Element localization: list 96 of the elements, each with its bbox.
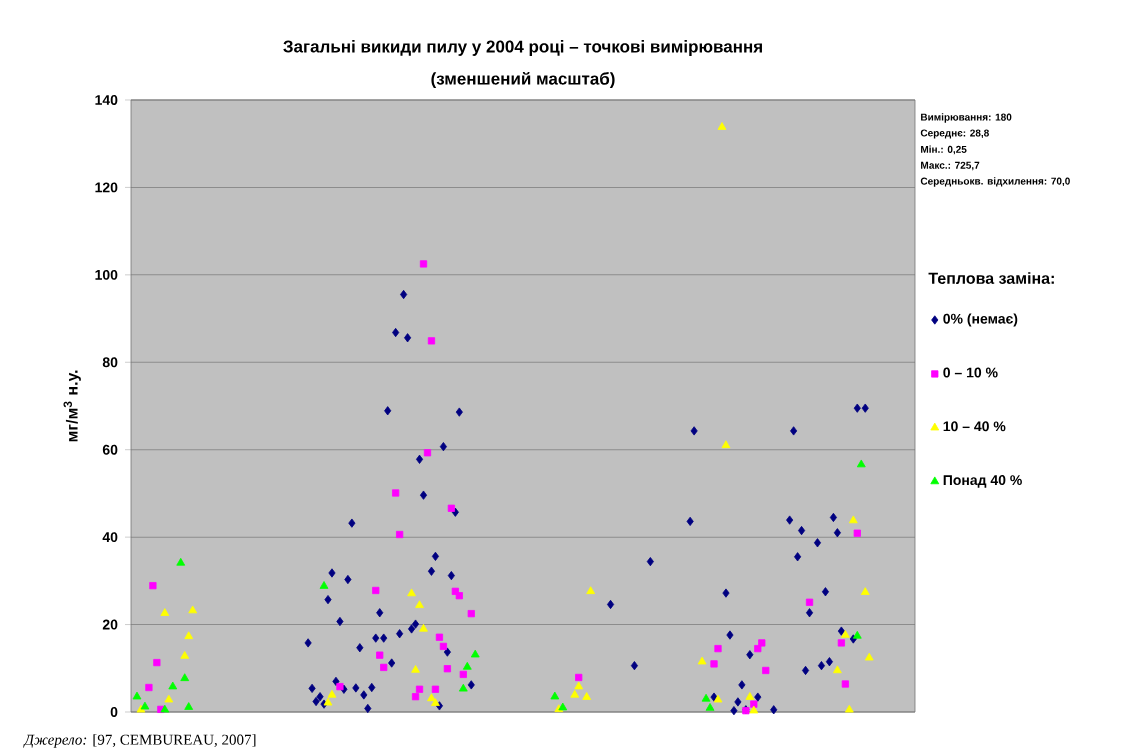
- point: [327, 689, 337, 698]
- point: [864, 652, 874, 661]
- point: [710, 660, 718, 668]
- y-tick-label: 60: [102, 444, 118, 455]
- legend-label: Понад 40 %: [943, 475, 1022, 488]
- point: [140, 701, 150, 710]
- point: [749, 705, 759, 714]
- point: [160, 704, 170, 713]
- point: [184, 631, 194, 640]
- legend-label: 0% (немає): [943, 313, 1018, 327]
- point: [701, 693, 711, 702]
- point: [575, 673, 583, 682]
- point: [180, 673, 190, 682]
- y-tick-label: 100: [95, 269, 118, 280]
- point: [805, 598, 814, 606]
- point: [837, 639, 845, 647]
- point: [745, 692, 755, 700]
- point: [427, 693, 436, 702]
- point: [168, 681, 178, 690]
- point: [336, 683, 344, 691]
- point: [462, 661, 472, 670]
- chart-subtitle: (зменшений масштаб): [431, 71, 615, 89]
- text: Мін.: 0,25: [921, 145, 967, 155]
- y-tick-label: 40: [102, 532, 118, 543]
- y-axis-title: мг/м$^{3}$ н.у.: [63, 370, 81, 442]
- point: [848, 515, 858, 524]
- point: [443, 665, 451, 673]
- point: [153, 658, 161, 667]
- point: [582, 692, 592, 700]
- text: Середнє: 28,8: [920, 129, 989, 139]
- point: [415, 685, 424, 693]
- point: [188, 605, 198, 614]
- legend-label: 10 – 40 %: [943, 421, 1006, 432]
- point: [852, 630, 862, 639]
- point: [762, 666, 770, 675]
- y-tick-label: 120: [95, 182, 118, 193]
- point: [145, 683, 153, 692]
- y-tick-label: 0: [110, 707, 118, 717]
- point: [423, 449, 432, 457]
- point: [407, 588, 416, 597]
- chart-title: Загальні викиди пилу у 2004 році – точкові вимірювання: [283, 40, 762, 56]
- point: [419, 623, 428, 632]
- point: [419, 260, 428, 268]
- point: [550, 691, 560, 700]
- point: [470, 649, 480, 658]
- y-tick-label: 20: [102, 619, 118, 630]
- point: [411, 693, 420, 701]
- point: [132, 691, 142, 700]
- point: [149, 582, 157, 590]
- point: [435, 633, 444, 641]
- point: [754, 645, 762, 653]
- point: [841, 680, 849, 688]
- point: [833, 665, 842, 674]
- legend-title: Теплова заміна:: [928, 272, 1054, 284]
- point: [455, 592, 463, 600]
- point: [392, 489, 400, 497]
- point: [319, 581, 329, 589]
- point: [411, 665, 420, 673]
- text: Середньокв. відхилення: 70,0: [920, 177, 1070, 187]
- point: [184, 702, 194, 710]
- point: [758, 639, 766, 647]
- point: [467, 610, 475, 618]
- point: [459, 670, 467, 678]
- point: [721, 440, 731, 449]
- point: [853, 529, 861, 537]
- point: [180, 651, 190, 659]
- text: Вимірювання: 180: [921, 113, 1012, 123]
- point: [376, 651, 384, 659]
- point: [844, 704, 854, 713]
- point: [574, 681, 584, 690]
- point: [164, 694, 174, 703]
- point: [860, 587, 870, 595]
- point: [439, 642, 448, 651]
- point: [431, 685, 440, 693]
- point: [380, 663, 388, 671]
- point: [372, 586, 380, 595]
- point: [396, 530, 404, 539]
- point: [427, 337, 436, 345]
- y-tick-label: 140: [95, 95, 118, 105]
- point: [697, 656, 707, 665]
- point: [160, 608, 170, 616]
- text: Джерело: [97, CEMBUREAU, 2007]: [23, 734, 256, 748]
- point: [415, 600, 424, 609]
- point: [705, 703, 715, 711]
- point: [717, 122, 727, 130]
- point: [750, 700, 758, 708]
- legend-label: 0 – 10 %: [943, 367, 998, 378]
- point: [856, 459, 866, 468]
- text: Макс.: 725,7: [921, 161, 980, 171]
- point: [458, 683, 468, 692]
- point: [714, 645, 722, 653]
- y-tick-label: 80: [102, 357, 118, 368]
- point: [586, 586, 596, 595]
- point: [570, 689, 580, 698]
- point: [176, 557, 186, 566]
- point: [558, 702, 568, 711]
